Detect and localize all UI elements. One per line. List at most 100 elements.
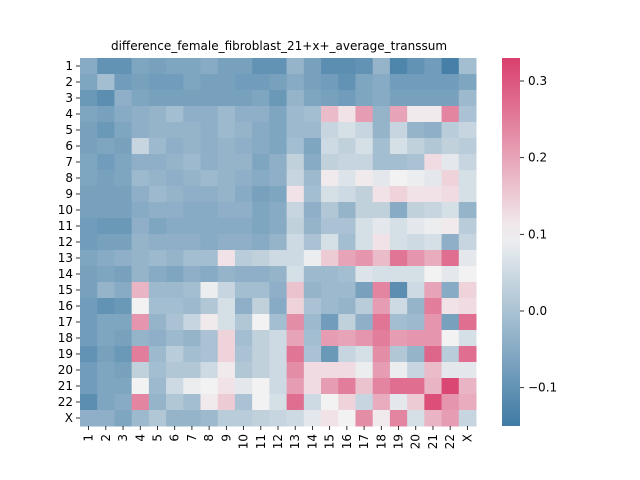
heatmap-cell-13-11 — [252, 250, 270, 267]
heatmap-cell-5-16 — [338, 122, 356, 139]
heatmap-cell-12-12 — [269, 234, 288, 251]
y-tick-label: 11 — [58, 219, 73, 233]
x-tick-label: 3 — [116, 434, 130, 442]
heatmap-cell-3-8 — [200, 90, 219, 107]
heatmap-cell-18-19 — [389, 330, 408, 347]
heatmap-cell-21-2 — [97, 378, 115, 395]
heatmap-cell-17-14 — [303, 314, 322, 331]
x-tick-label: 8 — [202, 434, 216, 442]
heatmap-cell-10-18 — [372, 202, 391, 219]
heatmap-cell-16-16 — [338, 298, 356, 315]
heatmap-cell-18-14 — [303, 330, 322, 347]
heatmap-cell-22-3 — [114, 394, 133, 411]
heatmap-cell-18-17 — [355, 330, 374, 347]
heatmap-cell-17-15 — [321, 314, 339, 331]
heatmap-cell-20-1 — [80, 362, 98, 379]
heatmap-cell-7-7 — [183, 154, 202, 171]
heatmap-cell-22-8 — [200, 394, 219, 411]
heatmap-cell-19-17 — [355, 346, 374, 363]
heatmap-cell-5-19 — [389, 122, 408, 139]
heatmap-cell-14-11 — [252, 266, 270, 283]
heatmap-cell-21-22 — [441, 378, 460, 395]
heatmap-cell-2-6 — [166, 74, 184, 91]
heatmap-cell-6-9 — [217, 138, 236, 155]
heatmap-cell-21-X — [458, 378, 477, 395]
y-tick-label: 8 — [65, 171, 73, 185]
heatmap-cell-11-21 — [424, 218, 443, 235]
heatmap-cell-12-11 — [252, 234, 270, 251]
heatmap-cell-18-22 — [441, 330, 460, 347]
heatmap-cell-18-12 — [269, 330, 288, 347]
heatmap-cell-14-14 — [303, 266, 322, 283]
x-tick-label: 22 — [443, 434, 457, 449]
heatmap-cell-10-21 — [424, 202, 443, 219]
heatmap-cell-1-14 — [303, 58, 322, 75]
y-tick-label: 2 — [65, 75, 73, 89]
heatmap-cell-11-6 — [166, 218, 184, 235]
heatmap-cell-14-5 — [148, 266, 167, 283]
heatmap-cell-2-21 — [424, 74, 443, 91]
y-tick-label: 17 — [58, 315, 73, 329]
heatmap-cell-5-2 — [97, 122, 115, 139]
heatmap-cell-13-9 — [217, 250, 236, 267]
heatmap-cell-21-9 — [217, 378, 236, 395]
heatmap-cell-7-9 — [217, 154, 236, 171]
heatmap-cell-10-16 — [338, 202, 356, 219]
heatmap-cell-1-2 — [97, 58, 115, 75]
heatmap-cell-6-2 — [97, 138, 115, 155]
heatmap-cell-4-4 — [131, 106, 150, 123]
heatmap-cell-14-X — [458, 266, 477, 283]
heatmap-cell-15-11 — [252, 282, 270, 299]
heatmap-cell-17-7 — [183, 314, 202, 331]
heatmap-cell-1-13 — [286, 58, 305, 75]
heatmap-cell-9-21 — [424, 186, 443, 203]
heatmap-cell-9-19 — [389, 186, 408, 203]
heatmap-cell-3-14 — [303, 90, 322, 107]
colorbar — [502, 58, 520, 426]
heatmap-cell-3-17 — [355, 90, 374, 107]
x-tick-label: 13 — [288, 434, 302, 449]
heatmap-cell-1-20 — [407, 58, 425, 75]
heatmap-cell-X-19 — [389, 410, 408, 427]
y-tick-label: 20 — [58, 363, 73, 377]
heatmap-cell-13-2 — [97, 250, 115, 267]
heatmap-cells — [80, 58, 477, 427]
heatmap-cell-10-10 — [234, 202, 253, 219]
heatmap-cell-20-17 — [355, 362, 374, 379]
heatmap-cell-19-2 — [97, 346, 115, 363]
heatmap-cell-17-9 — [217, 314, 236, 331]
heatmap-cell-7-22 — [441, 154, 460, 171]
heatmap-cell-19-14 — [303, 346, 322, 363]
heatmap-cell-10-9 — [217, 202, 236, 219]
heatmap-cell-20-4 — [131, 362, 150, 379]
heatmap-cell-22-21 — [424, 394, 443, 411]
heatmap-cell-5-6 — [166, 122, 184, 139]
heatmap-cell-8-7 — [183, 170, 202, 187]
heatmap-cell-2-10 — [234, 74, 253, 91]
heatmap-cell-15-22 — [441, 282, 460, 299]
heatmap-cell-11-17 — [355, 218, 374, 235]
y-tick-label: 6 — [65, 139, 73, 153]
heatmap-cell-8-6 — [166, 170, 184, 187]
heatmap-cell-14-19 — [389, 266, 408, 283]
heatmap-cell-4-10 — [234, 106, 253, 123]
heatmap-cell-18-2 — [97, 330, 115, 347]
heatmap-cell-9-14 — [303, 186, 322, 203]
heatmap-cell-7-X — [458, 154, 477, 171]
heatmap-cell-X-17 — [355, 410, 374, 427]
heatmap-cell-4-9 — [217, 106, 236, 123]
heatmap-cell-17-19 — [389, 314, 408, 331]
x-tick-label: 11 — [254, 434, 268, 449]
heatmap-cell-19-21 — [424, 346, 443, 363]
heatmap-cell-1-22 — [441, 58, 460, 75]
heatmap-cell-8-2 — [97, 170, 115, 187]
heatmap-cell-19-1 — [80, 346, 98, 363]
heatmap-cell-18-1 — [80, 330, 98, 347]
y-tick-label: 19 — [58, 347, 73, 361]
heatmap-cell-9-15 — [321, 186, 339, 203]
heatmap-cell-10-8 — [200, 202, 219, 219]
heatmap-cell-16-5 — [148, 298, 167, 315]
y-tick-label: 22 — [58, 395, 73, 409]
heatmap-cell-X-13 — [286, 410, 305, 427]
